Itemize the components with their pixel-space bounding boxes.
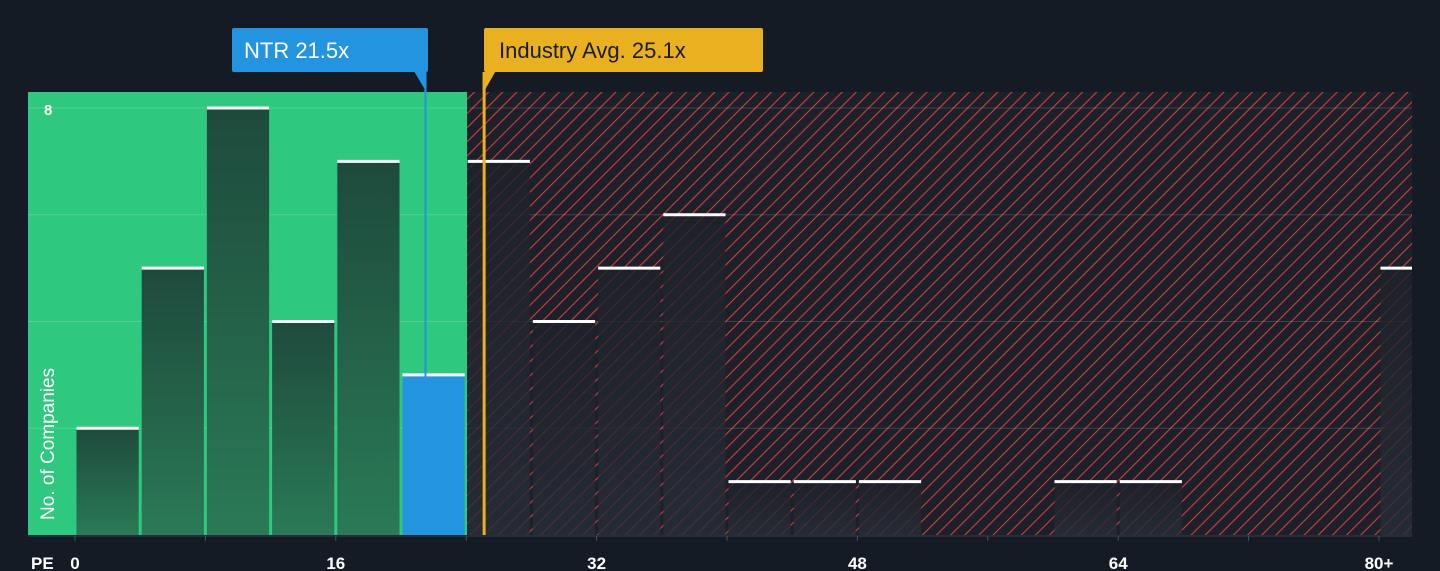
histogram-bar	[793, 481, 856, 535]
y-axis-label: No. of Companies	[38, 368, 59, 520]
histogram-bar	[337, 161, 400, 535]
histogram-bar	[272, 321, 335, 535]
histogram-bar	[663, 214, 726, 535]
histogram-bar	[1380, 268, 1412, 535]
x-tick-label: 48	[848, 554, 867, 571]
histogram-bar	[467, 161, 530, 535]
industry-avg-callout: Industry Avg. 25.1x	[482, 28, 763, 94]
company-callout: NTR 21.5x	[232, 28, 428, 92]
histogram-bar	[1054, 481, 1117, 535]
company-callout-label: NTR 21.5x	[244, 38, 349, 63]
bars	[76, 106, 1412, 535]
histogram-bar	[532, 321, 596, 535]
histogram-bar	[728, 481, 791, 535]
histogram-bar	[1119, 481, 1182, 535]
histogram-bar	[206, 108, 270, 535]
x-tick-label: 32	[587, 554, 606, 571]
x-ticks: 0 16 32 48 64 80+	[70, 536, 1393, 571]
x-tick-label: 80+	[1365, 554, 1394, 571]
histogram-bar	[76, 428, 139, 535]
x-tick-label: 16	[326, 554, 345, 571]
x-tick-label: 0	[70, 554, 79, 571]
histogram-bar	[402, 374, 465, 535]
histogram-bar	[598, 268, 661, 535]
histogram-bar	[858, 481, 922, 535]
x-axis-label: PE	[31, 554, 54, 571]
histogram-bar	[141, 268, 204, 535]
industry-avg-callout-label: Industry Avg. 25.1x	[499, 38, 686, 63]
y-tick-label: 8	[44, 102, 52, 119]
x-tick-label: 64	[1109, 554, 1128, 571]
y-ticks: 8	[44, 102, 52, 119]
